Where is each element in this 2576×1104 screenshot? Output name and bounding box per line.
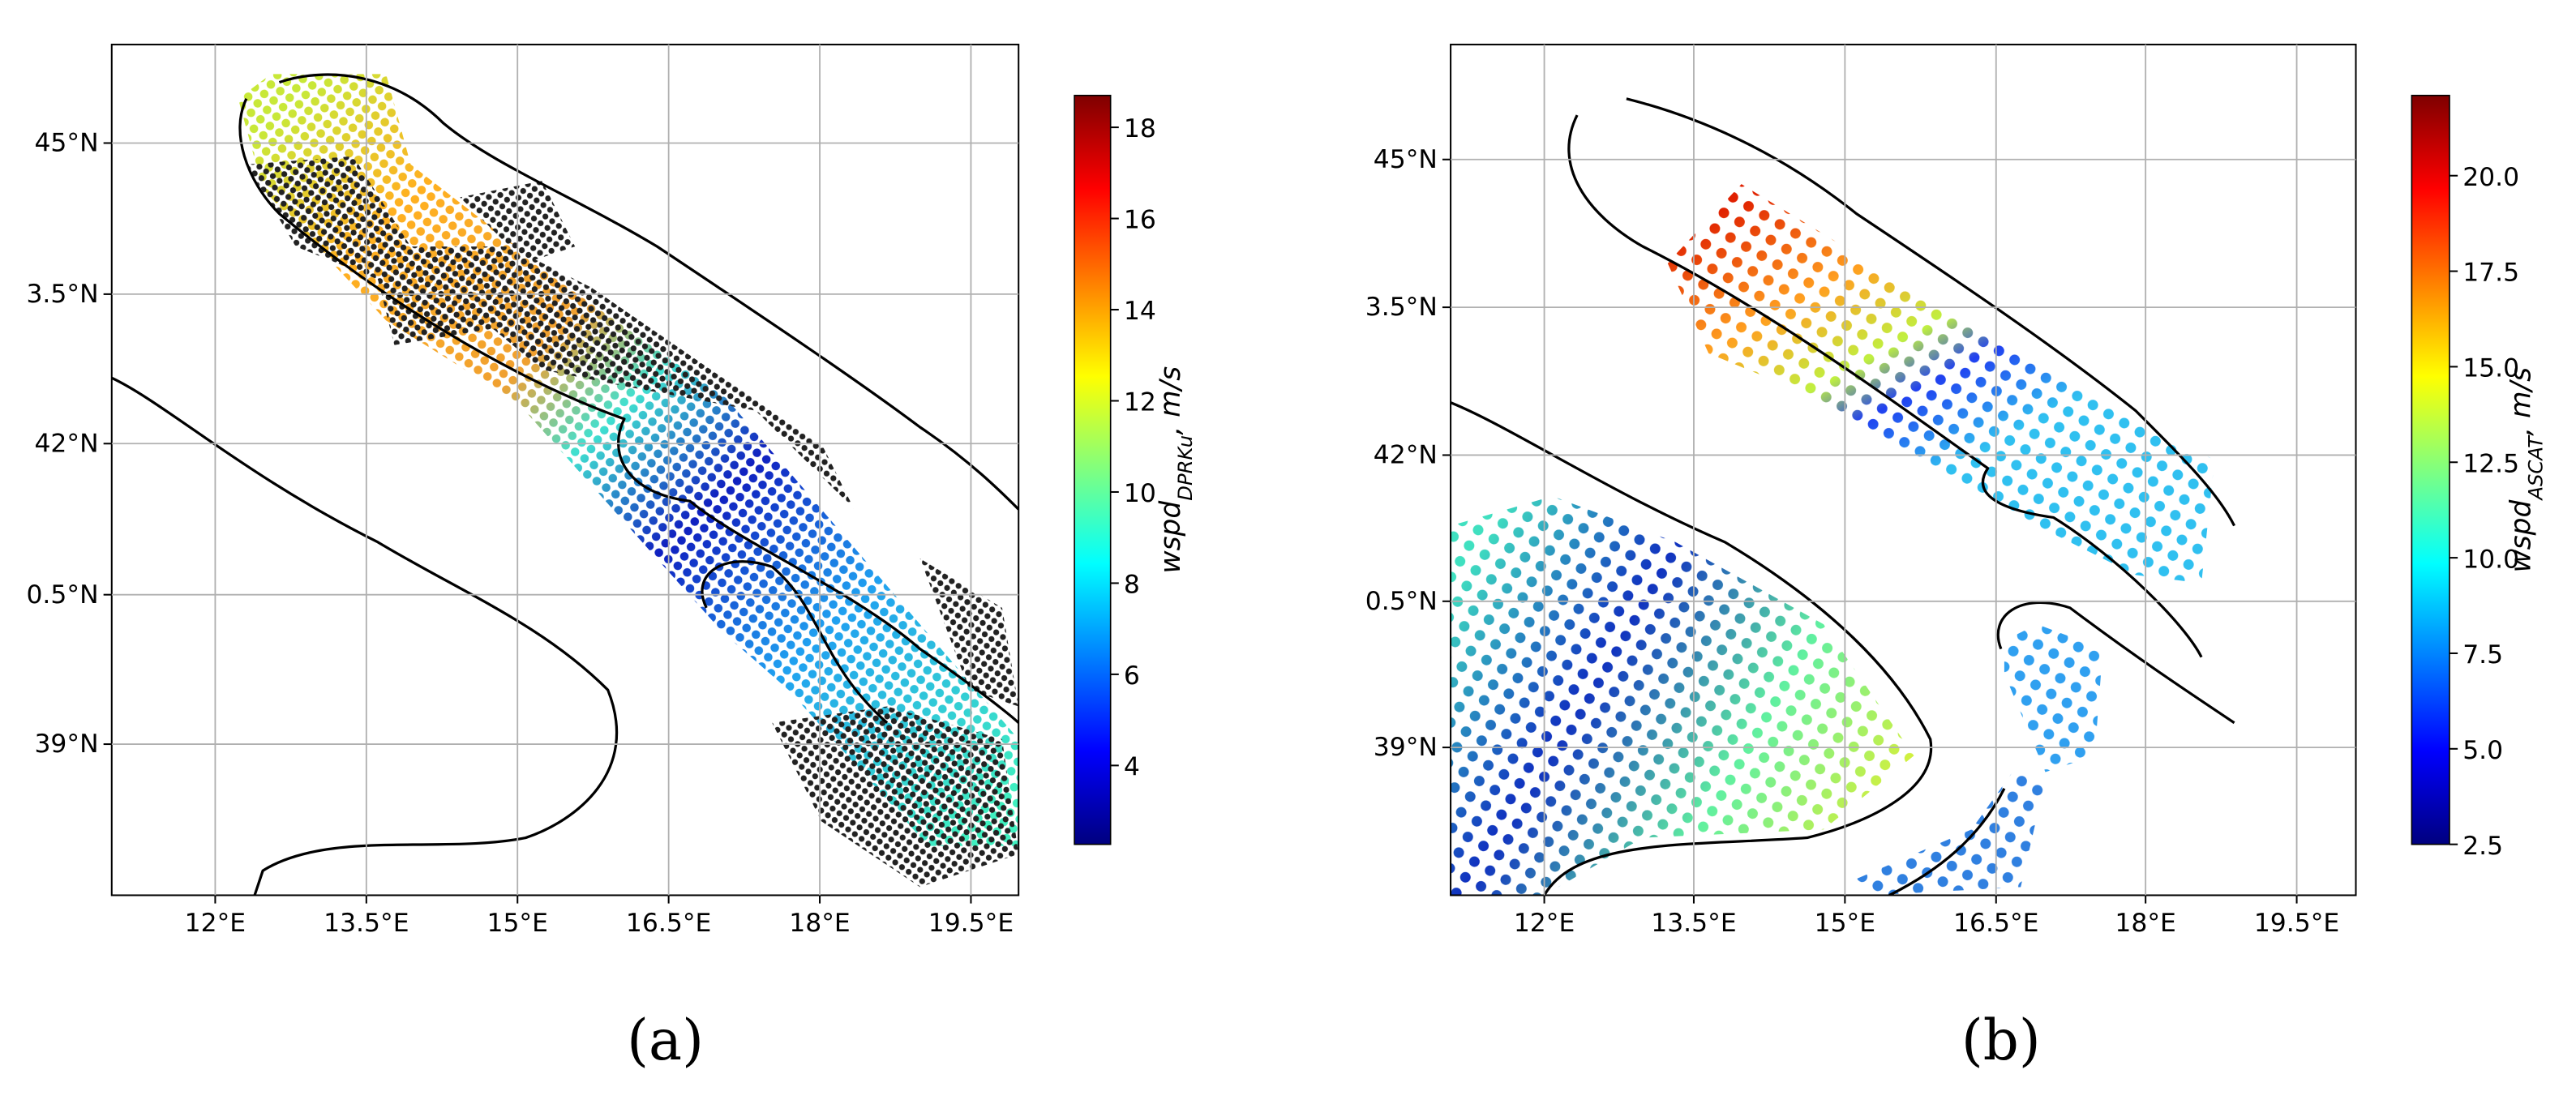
y-tick-label: 0.5°N bbox=[1365, 587, 1438, 616]
x-tick-label: 13.5°E bbox=[1651, 909, 1736, 938]
colorbar-tick-label: 12 bbox=[1124, 388, 1156, 417]
label-sub: DPRKu bbox=[1172, 435, 1196, 501]
y-tick-label: 0.5°N bbox=[26, 580, 98, 610]
colorbar-label: wspdASCAT, m/s bbox=[2505, 367, 2547, 573]
y-tick-label: 3.5°N bbox=[1365, 293, 1438, 322]
x-tick-label: 12°E bbox=[185, 909, 246, 938]
colorbar-tick-label: 15.0 bbox=[2462, 354, 2519, 383]
x-tick-label: 16.5°E bbox=[1953, 909, 2038, 938]
x-tick-label: 18°E bbox=[2115, 909, 2175, 938]
colorbar-tick-label: 10.0 bbox=[2462, 545, 2519, 574]
colorbar-tick-label: 12.5 bbox=[2462, 449, 2519, 478]
axes-frame bbox=[1450, 43, 2357, 896]
label-main: wspd bbox=[1155, 500, 1187, 574]
colorbar-tick-label: 10 bbox=[1124, 479, 1156, 508]
label-main: wspd bbox=[2505, 499, 2537, 572]
colorbar-tick-label: 5.0 bbox=[2462, 736, 2503, 765]
y-tick-label: 42°N bbox=[1374, 441, 1438, 470]
y-tick-label: 42°N bbox=[34, 429, 98, 458]
colorbar-tick-label: 7.5 bbox=[2462, 640, 2503, 670]
rain-flagged bbox=[246, 156, 1019, 888]
colorbar-tick-label: 16 bbox=[1124, 206, 1156, 235]
colorbar-tick-label: 14 bbox=[1124, 297, 1156, 326]
colorbar-tick-label: 6 bbox=[1124, 661, 1140, 691]
x-tick-label: 12°E bbox=[1514, 909, 1575, 938]
colorbar bbox=[1074, 94, 1112, 845]
map-b bbox=[1451, 97, 2236, 896]
colorbar-tick-label: 4 bbox=[1124, 753, 1140, 782]
colorbar-tick-label: 8 bbox=[1124, 571, 1140, 600]
panel-label: (a) bbox=[627, 1008, 704, 1073]
panel-label: (b) bbox=[1961, 1008, 2041, 1073]
colorbar-tick-label: 20.0 bbox=[2462, 163, 2519, 192]
x-tick-label: 19.5°E bbox=[928, 909, 1014, 938]
x-tick-label: 19.5°E bbox=[2254, 909, 2339, 938]
x-tick-label: 13.5°E bbox=[324, 909, 409, 938]
colorbar-tick-label: 18 bbox=[1124, 114, 1156, 143]
y-tick-label: 45°N bbox=[34, 129, 98, 158]
swath bbox=[1451, 184, 2215, 896]
x-tick-label: 18°E bbox=[789, 909, 850, 938]
axes-frame bbox=[110, 43, 1020, 896]
label-unit: , m/s bbox=[2505, 367, 2537, 436]
colorbar-label: wspdDPRKu, m/s bbox=[1155, 366, 1196, 574]
map-a bbox=[111, 73, 1019, 896]
y-tick-label: 39°N bbox=[34, 730, 98, 759]
x-tick-label: 16.5°E bbox=[626, 909, 711, 938]
x-tick-label: 15°E bbox=[486, 909, 547, 938]
colorbar-tick-label: 17.5 bbox=[2462, 259, 2519, 288]
label-unit: , m/s bbox=[1155, 366, 1187, 435]
x-tick-label: 15°E bbox=[1815, 909, 1875, 938]
y-tick-label: 39°N bbox=[1374, 733, 1438, 762]
colorbar-tick-label: 2.5 bbox=[2462, 832, 2503, 861]
y-tick-label: 45°N bbox=[1374, 145, 1438, 174]
colorbar bbox=[2411, 94, 2450, 845]
y-tick-label: 3.5°N bbox=[26, 280, 98, 309]
label-sub: ASCAT bbox=[2523, 434, 2547, 502]
